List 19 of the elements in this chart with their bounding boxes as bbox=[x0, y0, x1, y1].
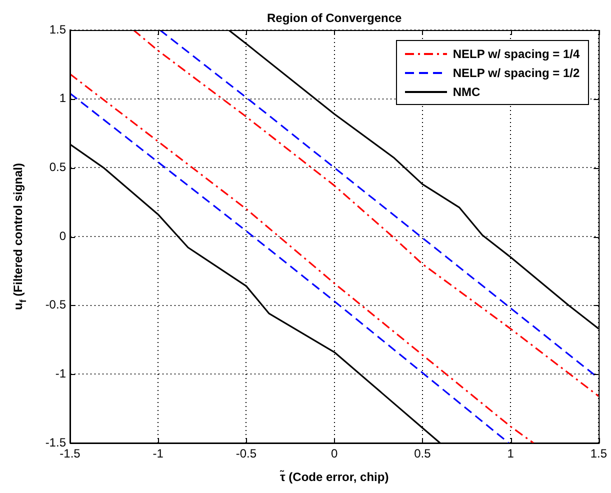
legend-label: NELP w/ spacing = 1/4 bbox=[452, 46, 580, 60]
x-tick-label: -1 bbox=[152, 446, 164, 461]
legend-label: NMC bbox=[452, 84, 480, 98]
x-tick-label: 1.5 bbox=[590, 446, 608, 461]
y-axis-title: uf (Filtered control signal) bbox=[11, 162, 28, 310]
x-axis-title: τ̃ (Code error, chip) bbox=[279, 470, 389, 484]
chart-title: Region of Convergence bbox=[266, 11, 402, 25]
y-tick-label: 0 bbox=[59, 228, 66, 243]
x-tick-label: 0.5 bbox=[414, 446, 432, 461]
legend-label: NELP w/ spacing = 1/2 bbox=[452, 66, 580, 80]
y-tick-label: 1.5 bbox=[49, 22, 66, 36]
y-tick-label: 1 bbox=[59, 91, 66, 106]
x-tick-label: 0 bbox=[330, 446, 338, 461]
x-tick-label: -0.5 bbox=[236, 446, 257, 461]
y-tick-label: -0.5 bbox=[45, 298, 66, 312]
x-tick-label: 1 bbox=[507, 446, 514, 461]
y-tick-label: -1.5 bbox=[45, 435, 66, 450]
y-tick-label: 0.5 bbox=[49, 160, 66, 174]
y-tick-label: -1 bbox=[55, 366, 66, 380]
